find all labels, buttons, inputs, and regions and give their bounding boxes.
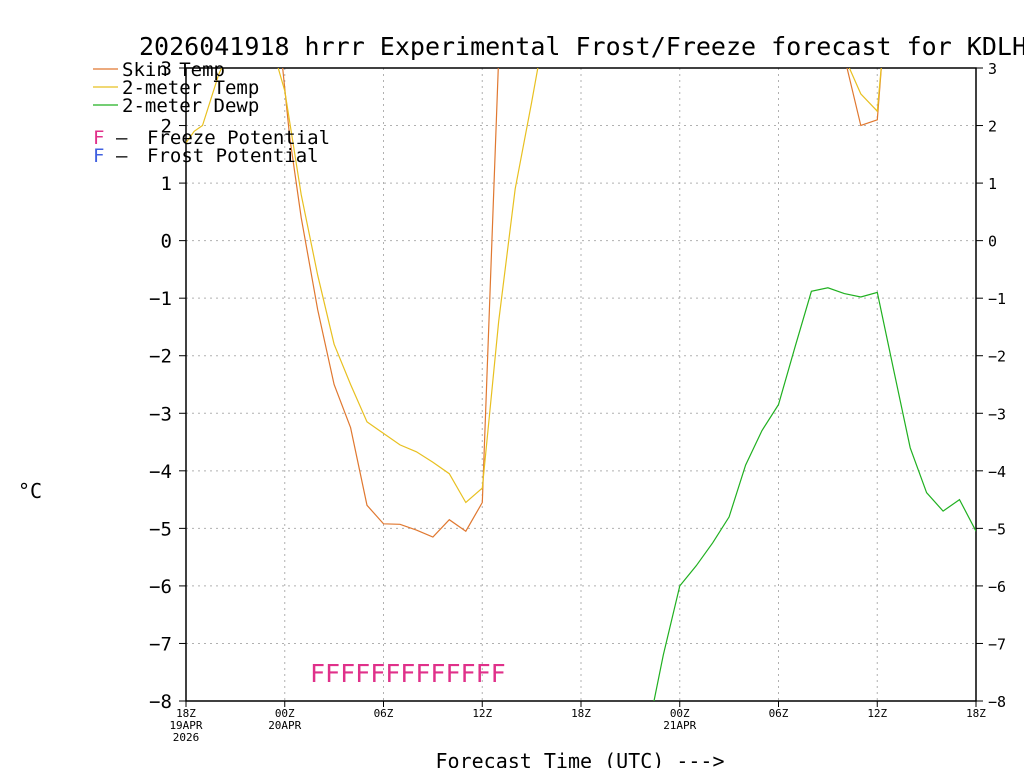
x-tick-label: 18Z [966, 707, 986, 720]
y-tick-label-left: −7 [149, 633, 172, 655]
y-tick-label-right: 2 [988, 118, 997, 136]
x-tick-label: 06Z [769, 707, 789, 720]
y-tick-label-right: −8 [988, 693, 1006, 711]
series-line-2-meter-dewp [653, 287, 976, 701]
y-tick-label-left: −8 [149, 691, 172, 713]
x-tick-label: 00Z [670, 707, 690, 720]
legend-label-2m-dewp: 2-meter Dewp [122, 95, 259, 117]
x-tick-label: 06Z [374, 707, 394, 720]
legend-frost-separator: – [116, 145, 128, 167]
y-tick-label-right: −6 [988, 578, 1006, 596]
y-tick-label-left: −5 [149, 518, 172, 540]
legend-frost-marker: F [93, 145, 104, 167]
series-lines [186, 68, 976, 701]
y-tick-label-left: 1 [161, 173, 172, 195]
y-tick-label-left: −4 [149, 461, 172, 483]
x-tick-label: 00Z [275, 707, 295, 720]
y-tick-label-right: 3 [988, 60, 997, 78]
y-tick-label-right: −2 [988, 348, 1006, 366]
y-tick-label-left: −3 [149, 403, 172, 425]
y-tick-label-right: −3 [988, 405, 1006, 423]
y-tick-label-left: −2 [149, 346, 172, 368]
x-tick-label: 21APR [663, 719, 696, 732]
legend-label-skin-temp: Skin Temp [122, 59, 225, 81]
legend: Skin Temp 2-meter Temp 2-meter Dewp F – … [93, 59, 330, 167]
y-axis-right: 3 2 1 0 −1 −2 −3 −4 −5 −6 −7 −8 [976, 60, 1006, 711]
x-tick-label: 12Z [472, 707, 492, 720]
y-tick-label-right: −4 [988, 463, 1006, 481]
y-axis-left: 3 2 1 0 −1 −2 −3 −4 −5 −6 −7 −8 [149, 58, 186, 713]
y-tick-label-left: 3 [161, 58, 172, 80]
y-tick-label-left: 0 [161, 231, 172, 253]
series-line-2-meter-temp [186, 68, 882, 504]
legend-freeze-label: Freeze Potential [147, 127, 330, 149]
y-axis-label: °C [18, 479, 42, 503]
x-tick-label: 19APR [169, 719, 202, 732]
y-tick-label-right: −7 [988, 635, 1006, 653]
legend-frost-label: Frost Potential [147, 145, 319, 167]
y-tick-label-right: −5 [988, 520, 1006, 538]
freeze-potential-markers: FFFFFFFFFFFFF [310, 659, 506, 688]
x-tick-label: 12Z [867, 707, 887, 720]
y-tick-label-right: 1 [988, 175, 997, 193]
y-tick-label-right: 0 [988, 233, 997, 251]
x-tick-label: 2026 [173, 731, 200, 744]
legend-freeze-marker: F [93, 127, 104, 149]
series-line-skin-temp [282, 68, 882, 538]
chart-title: 2026041918 hrrr Experimental Frost/Freez… [139, 32, 1024, 61]
y-tick-label-left: 2 [161, 116, 172, 138]
legend-freeze-separator: – [116, 127, 128, 149]
x-axis-label: Forecast Time (UTC) ---> [436, 749, 725, 768]
x-tick-label: 20APR [268, 719, 301, 732]
legend-label-2m-temp: 2-meter Temp [122, 77, 259, 99]
y-tick-label-left: −6 [149, 576, 172, 598]
y-tick-label-left: −1 [149, 288, 172, 310]
y-tick-label-right: −1 [988, 290, 1006, 308]
x-tick-label: 18Z [176, 707, 196, 720]
x-tick-label: 18Z [571, 707, 591, 720]
